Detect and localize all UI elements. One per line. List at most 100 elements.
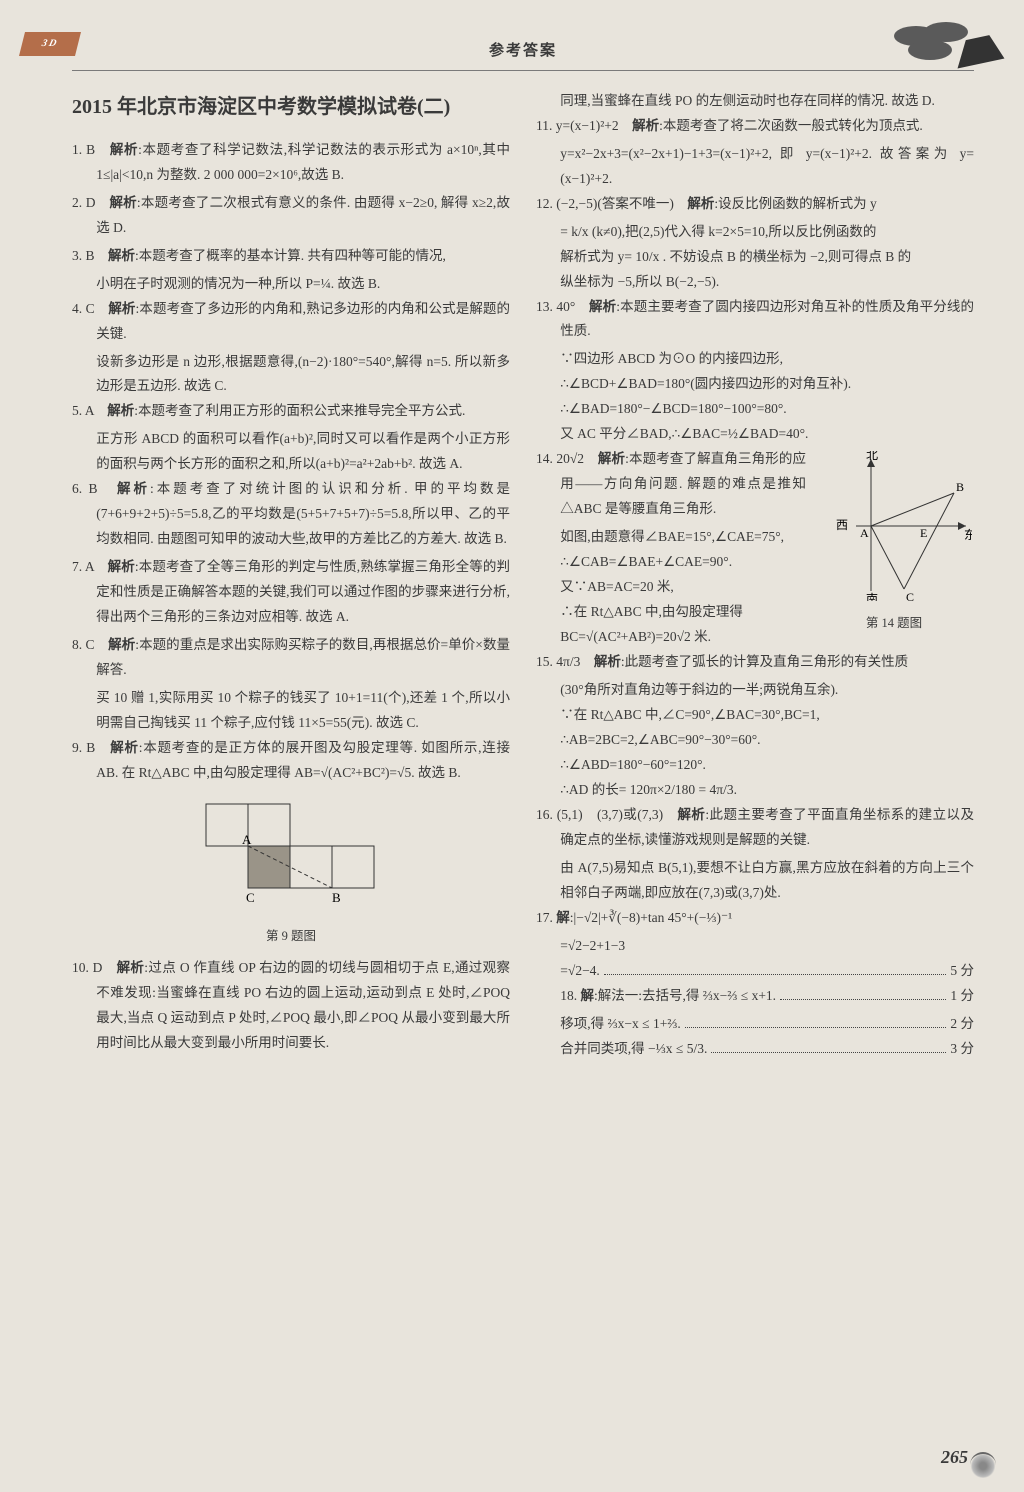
svg-text:C: C <box>246 890 255 905</box>
item-sub: 纵坐标为 −5,所以 B(−2,−5). <box>536 270 974 295</box>
analysis-label: 解析 <box>589 299 616 314</box>
item-body: :本题考查了科学记数法,科学记数法的表示形式为 a×10ⁿ,其中 1≤|a|<1… <box>96 142 510 182</box>
oval-badge <box>908 40 952 60</box>
item-body: :本题的重点是求出实际购买粽子的数目,再根据总价=单价×数量解答. <box>96 637 510 677</box>
item-head: 11. y=(x−1)²+2 <box>536 118 619 133</box>
analysis-label: 解析 <box>108 248 135 263</box>
answer-item-4: 4. C 解析:本题考查了多边形的内角和,熟记多边形的内角和公式是解题的关键. <box>72 297 510 347</box>
svg-text:A: A <box>242 832 252 847</box>
analysis-label: 解析 <box>110 142 138 157</box>
answer-item-11: 11. y=(x−1)²+2 解析:本题考查了将二次函数一般式转化为顶点式. <box>536 114 974 139</box>
item-sub: 又 AC 平分∠BAD,∴∠BAC=½∠BAD=40°. <box>536 422 974 447</box>
analysis-label: 解析 <box>687 196 714 211</box>
figure-14-caption: 第 14 题图 <box>814 612 974 635</box>
analysis-label: 解析 <box>108 301 135 316</box>
svg-text:东: 东 <box>964 528 972 542</box>
analysis-label: 解析 <box>677 807 705 822</box>
figure-9-svg: A C B <box>186 794 396 914</box>
item-head: 2. D <box>72 195 95 210</box>
item-body: :设反比例函数的解析式为 y <box>714 196 876 211</box>
item-sub: ∴AD 的长= 120π×2/180 = 4π/3. <box>536 778 974 803</box>
item-sub: ∵四边形 ABCD 为⊙O 的内接四边形, <box>536 347 974 372</box>
item-head: 1. B <box>72 142 95 157</box>
dots-leader <box>604 974 947 975</box>
svg-text:西: 西 <box>836 518 848 532</box>
answer-item-15: 15. 4π/3 解析:此题考查了弧长的计算及直角三角形的有关性质 <box>536 650 974 675</box>
item-body: :本题考查的是正方体的展开图及勾股定理等. 如图所示,连接 AB. 在 Rt△A… <box>96 740 510 780</box>
item-sub: =√2−2+1−3 <box>536 934 974 959</box>
answer-item-17: 17. 解:|−√2|+∛(−8)+tan 45°+(−⅓)⁻¹ <box>536 906 974 931</box>
dots-leader <box>711 1052 946 1053</box>
item-sub: (30°角所对直角边等于斜边的一半;两锐角互余). <box>536 678 974 703</box>
badge-3d: 3D <box>19 32 81 56</box>
item-head: 16. (5,1) (3,7)或(7,3) <box>536 807 663 822</box>
answer-item-13: 13. 40° 解析:本题主要考查了圆内接四边形对角互补的性质及角平分线的性质. <box>536 295 974 345</box>
item-sub: 小明在子时观测的情况为一种,所以 P=¼. 故选 B. <box>72 272 510 297</box>
item-head: 14. 20√2 <box>536 451 584 466</box>
item-body: :本题考查了二次根式有意义的条件. 由题得 x−2≥0, 解得 x≥2,故选 D… <box>96 195 510 235</box>
corner-art <box>894 20 1004 70</box>
item-sub: ∴AB=2BC=2,∠ABC=90°−30°=60°. <box>536 728 974 753</box>
score-pre: 18. 解:解法一:去括号,得 ⅔x−⅔ ≤ x+1. <box>560 984 776 1009</box>
item-head: 17. <box>536 910 556 925</box>
item-head: 8. C <box>72 637 95 652</box>
item-head: 5. A <box>72 403 94 418</box>
svg-text:E: E <box>920 526 927 540</box>
answer-item-6: 6. B 解析:本题考查了对统计图的认识和分析. 甲的平均数是(7+6+9+2+… <box>72 477 510 552</box>
analysis-label: 解析 <box>598 451 625 466</box>
item-head: 10. D <box>72 960 102 975</box>
item-sub: 买 10 赠 1,实际用买 10 个粽子的钱买了 10+1=11(个),还差 1… <box>72 686 510 736</box>
score-value: 1 分 <box>950 984 974 1009</box>
analysis-label: 解析 <box>108 559 135 574</box>
answer-item-3: 3. B 解析:本题考查了概率的基本计算. 共有四种等可能的情况, <box>72 244 510 269</box>
figure-14: 北 东 西 南 A B C E 第 14 题图 <box>814 451 974 635</box>
item-body: :|−√2|+∛(−8)+tan 45°+(−⅓)⁻¹ <box>570 910 732 925</box>
item-body: :本题考查了对统计图的认识和分析. 甲的平均数是(7+6+9+2+5)÷5=5.… <box>96 481 510 546</box>
svg-text:南: 南 <box>866 591 878 601</box>
answer-item-5: 5. A 解析:本题考查了利用正方形的面积公式来推导完全平方公式. <box>72 399 510 424</box>
item-body: :本题考查了利用正方形的面积公式来推导完全平方公式. <box>134 403 465 418</box>
dots-leader <box>685 1027 947 1028</box>
answer-item-9: 9. B 解析:本题考查的是正方体的展开图及勾股定理等. 如图所示,连接 AB.… <box>72 736 510 786</box>
paper-title: 2015 年北京市海淀区中考数学模拟试卷(二) <box>72 89 510 126</box>
page-number: 265 <box>941 1441 968 1474</box>
analysis-label: 解析 <box>632 118 659 133</box>
item-head: 9. B <box>72 740 95 755</box>
figure-9-caption: 第 9 题图 <box>72 925 510 948</box>
analysis-label: 解析 <box>117 481 150 496</box>
score-pre: 合并同类项,得 −⅓x ≤ 5/3. <box>560 1037 707 1062</box>
item-head: 6. B <box>72 481 98 496</box>
item-sub: 正方形 ABCD 的面积可以看作(a+b)²,同时又可以看作是两个小正方形的面积… <box>72 427 510 477</box>
item-head: 15. 4π/3 <box>536 654 580 669</box>
runner-icon <box>948 12 1005 69</box>
item-body: :本题考查了多边形的内角和,熟记多边形的内角和公式是解题的关键. <box>96 301 510 341</box>
answer-item-14-block: 北 东 西 南 A B C E 第 14 题图 14. 20√2 解析:本题考查… <box>536 447 974 650</box>
item-sub: 同理,当蜜蜂在直线 PO 的左侧运动时也存在同样的情况. 故选 D. <box>536 89 974 114</box>
answer-item-18: 18. 解:解法一:去括号,得 ⅔x−⅔ ≤ x+1. 1 分 <box>536 984 974 1009</box>
solve-label: 解 <box>556 910 570 925</box>
page: 3D 参考答案 2015 年北京市海淀区中考数学模拟试卷(二) 1. B 解析:… <box>0 0 1024 1492</box>
analysis-label: 解析 <box>109 195 136 210</box>
svg-text:B: B <box>956 480 964 494</box>
score-line: =√2−4. 5 分 <box>536 959 974 984</box>
answer-item-7: 7. A 解析:本题考查了全等三角形的判定与性质,熟练掌握三角形全等的判定和性质… <box>72 555 510 630</box>
item-sub: 设新多边形是 n 边形,根据题意得,(n−2)·180°=540°,解得 n=5… <box>72 350 510 400</box>
analysis-label: 解析 <box>107 403 134 418</box>
item-body: :本题主要考查了圆内接四边形对角互补的性质及角平分线的性质. <box>560 299 974 339</box>
analysis-label: 解析 <box>110 740 138 755</box>
content-columns: 2015 年北京市海淀区中考数学模拟试卷(二) 1. B 解析:本题考查了科学记… <box>72 89 974 1062</box>
item-sub: 由 A(7,5)易知点 B(5,1),要想不让白方赢,黑方应放在斜着的方向上三个… <box>536 856 974 906</box>
score-value: 5 分 <box>950 959 974 984</box>
answer-item-16: 16. (5,1) (3,7)或(7,3) 解析:此题主要考查了平面直角坐标系的… <box>536 803 974 853</box>
score-pre: =√2−4. <box>560 959 600 984</box>
analysis-label: 解析 <box>108 637 135 652</box>
item-head: 13. 40° <box>536 299 575 314</box>
answer-item-2: 2. D 解析:本题考查了二次根式有意义的条件. 由题得 x−2≥0, 解得 x… <box>72 191 510 241</box>
figure-14-svg: 北 东 西 南 A B C E <box>816 451 972 601</box>
item-body: :本题考查了概率的基本计算. 共有四种等可能的情况, <box>135 248 446 263</box>
answer-item-1: 1. B 解析:本题考查了科学记数法,科学记数法的表示形式为 a×10ⁿ,其中 … <box>72 138 510 188</box>
svg-text:C: C <box>906 590 914 601</box>
item-sub: ∴∠ABD=180°−60°=120°. <box>536 753 974 778</box>
answer-item-10: 10. D 解析:过点 O 作直线 OP 右边的圆的切线与圆相切于点 E,通过观… <box>72 956 510 1056</box>
svg-text:北: 北 <box>866 451 878 462</box>
